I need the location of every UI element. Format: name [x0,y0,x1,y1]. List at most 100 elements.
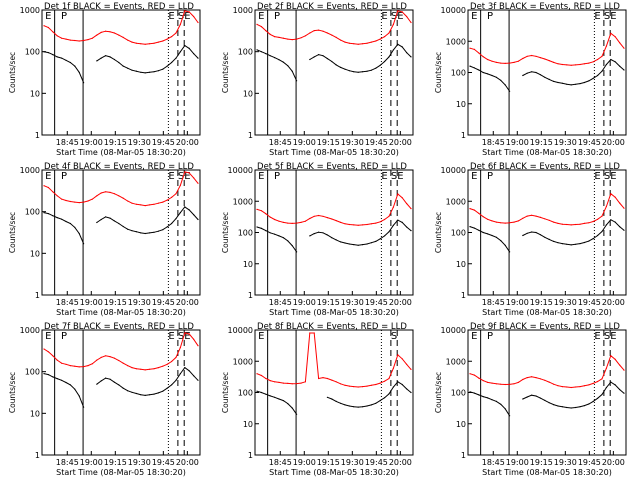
data-point [326,217,328,219]
data-point [109,56,111,58]
data-point [144,369,146,371]
data-point [331,34,333,36]
data-point [296,413,298,415]
data-point [331,237,333,239]
lld-series-line [43,10,199,45]
data-point [265,393,267,395]
data-point [74,39,76,42]
data-point [610,32,612,34]
data-point [583,63,586,65]
data-point [553,61,555,64]
data-point [74,365,76,367]
data-point [179,184,181,186]
data-point [610,381,612,383]
x-tick-label: 19:30 [341,298,364,307]
data-point [566,83,568,85]
data-point [287,222,289,224]
data-point [561,243,564,245]
data-point [52,355,54,357]
x-tick-label: 19:30 [554,138,577,147]
data-point [392,206,394,208]
data-point [344,404,346,406]
data-point [548,381,550,383]
data-point [619,202,621,204]
data-point [375,240,377,242]
data-point [473,374,475,376]
data-point [188,333,190,335]
events-series-line [256,43,412,82]
data-point [113,32,115,34]
data-point [406,363,408,365]
data-point [539,234,542,236]
data-point [473,209,475,211]
data-point [291,70,293,72]
y-tick-label: 10 [456,260,466,269]
data-point [614,221,616,223]
data-point [340,39,342,41]
data-point [487,397,489,399]
data-point [56,56,58,58]
data-point [91,363,93,365]
data-point [300,221,302,223]
x-tick-label: 20:00 [389,458,412,467]
data-point [331,60,333,63]
data-point [52,54,54,56]
y-tick-label: 100 [238,229,253,238]
data-point [340,66,342,68]
marker-letter: P [487,331,493,342]
data-point [535,215,537,217]
y-tick-label: 10 [456,420,466,429]
data-point [87,39,89,41]
data-point [96,383,98,385]
x-tick-label: 19:00 [293,138,316,147]
x-tick-label: 19:45 [578,138,601,147]
data-point [340,241,342,243]
y-tick-label: 1000 [233,357,253,366]
y-tick-label: 10 [30,89,40,98]
y-axis-label: Counts/sec [8,212,17,253]
data-point [193,53,195,55]
data-point [153,368,155,370]
data-point [348,223,350,226]
marker-letter: E [471,331,477,342]
data-point [43,348,45,350]
data-point [539,57,542,59]
data-point [309,235,311,237]
data-point [579,406,581,408]
data-point [313,215,315,217]
data-point [100,218,102,221]
data-point [522,234,524,237]
data-point [392,23,394,25]
data-point [592,382,594,384]
data-point [517,220,520,222]
marker-letter: E [381,11,387,22]
data-point [344,68,346,70]
data-point [500,383,502,385]
data-point [614,61,616,63]
marker-letter: E [381,171,387,182]
data-point [478,212,480,214]
data-point [579,386,581,388]
data-point [570,386,572,389]
data-point [140,232,142,234]
data-point [362,224,364,226]
events-series-line [256,381,412,415]
data-point [570,407,572,409]
data-point [353,406,355,408]
data-point [583,241,586,244]
data-point [539,216,542,218]
data-point [100,31,102,33]
data-point [274,57,276,59]
data-point [366,243,368,245]
data-point [282,37,284,39]
data-point [535,71,537,74]
y-tick-label: 10000 [441,6,466,15]
data-point [131,69,133,71]
x-tick-label: 19:45 [152,298,175,307]
data-point [140,71,142,73]
data-point [531,376,533,378]
data-point [605,367,608,369]
x-axis-label: Start Time (08-Mar-05 18:30:20) [482,148,612,157]
data-point [83,366,85,368]
